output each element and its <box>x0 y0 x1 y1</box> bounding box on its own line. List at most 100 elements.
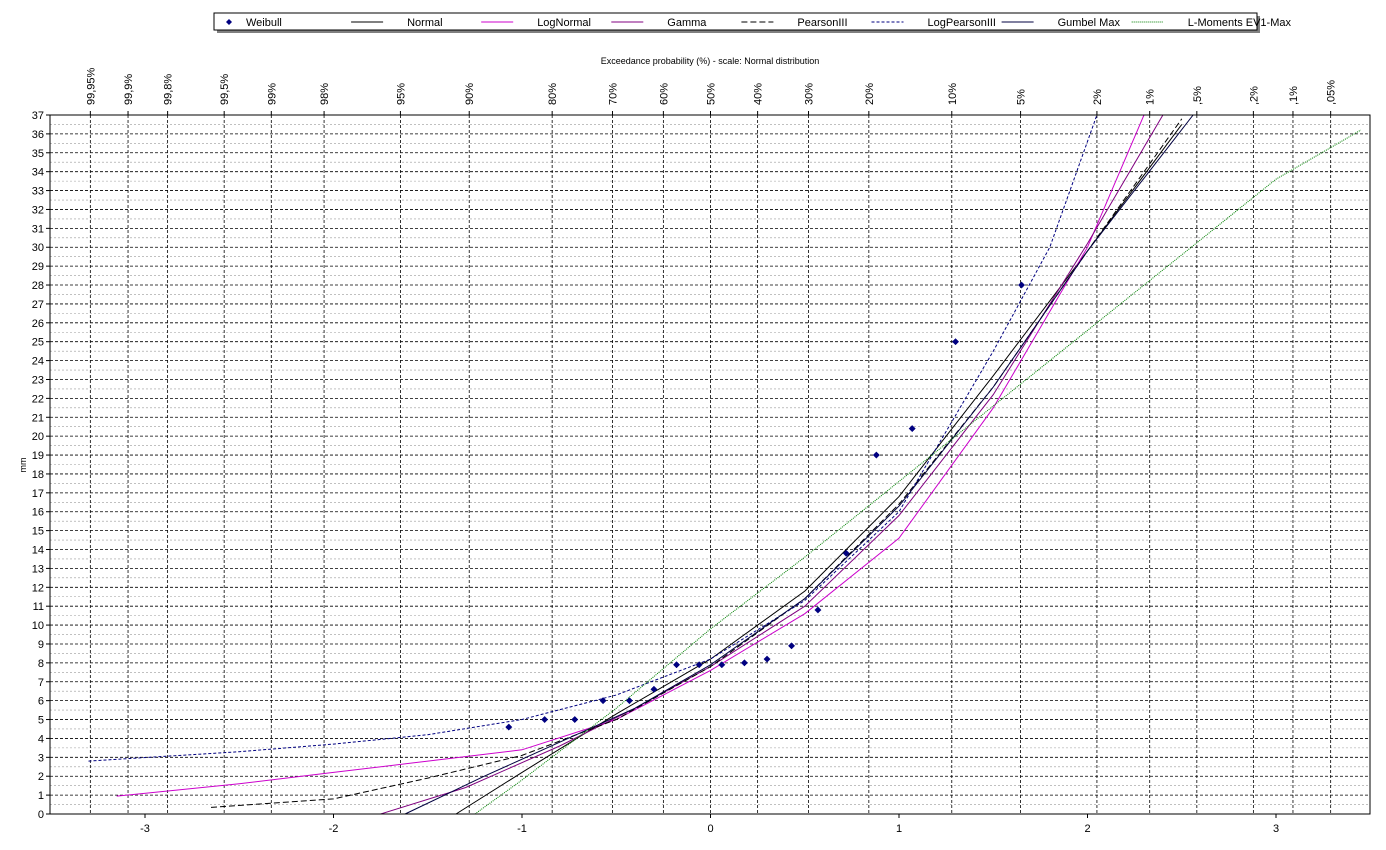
y-tick-label: 4 <box>38 733 44 745</box>
data-point <box>599 697 607 705</box>
probability-tick-label: 70% <box>607 83 619 105</box>
probability-tick-label: 95% <box>395 83 407 105</box>
data-point <box>788 642 796 650</box>
probability-tick-label: 99,95% <box>85 67 97 105</box>
data-point <box>1017 281 1026 289</box>
series-line <box>404 114 1194 815</box>
data-point <box>718 661 726 669</box>
data-point <box>673 661 681 669</box>
y-tick-label: 10 <box>32 620 44 632</box>
probability-tick-label: 80% <box>547 83 559 105</box>
series-points <box>505 281 1026 731</box>
x-tick-label: -2 <box>329 823 339 835</box>
probability-tick-label: 10% <box>947 83 959 105</box>
data-point <box>695 661 703 669</box>
y-tick-label: 15 <box>32 526 44 538</box>
y-axis: 0123456789101112131415161718192021222324… <box>32 110 50 821</box>
y-tick-label: 8 <box>38 658 44 670</box>
series-line <box>455 124 1183 815</box>
y-tick-label: 13 <box>32 563 44 575</box>
y-tick-label: 24 <box>32 356 44 368</box>
y-tick-label: 21 <box>32 412 44 424</box>
probability-tick-label: 50% <box>706 83 718 105</box>
y-tick-label: 34 <box>32 167 44 179</box>
probability-tick-label: 98% <box>319 83 331 105</box>
probability-tick-label: 1% <box>1145 89 1157 105</box>
legend-label: Normal <box>407 17 442 29</box>
y-tick-label: 37 <box>32 110 44 122</box>
y-tick-label: 33 <box>32 186 44 198</box>
data-point <box>842 549 850 557</box>
data-point <box>505 723 513 731</box>
x-tick-label: -1 <box>517 823 527 835</box>
data-point <box>908 425 916 433</box>
y-tick-label: 12 <box>32 582 44 594</box>
y-tick-label: 26 <box>32 318 44 330</box>
probability-tick-label: 2% <box>1092 89 1104 105</box>
y-axis-title: mm <box>18 458 28 473</box>
data-point <box>571 715 579 724</box>
legend-label: Weibull <box>246 17 282 29</box>
y-tick-label: 36 <box>32 129 44 141</box>
x-tick-label: 1 <box>896 823 902 835</box>
data-point <box>763 655 771 663</box>
legend-label: Gumbel Max <box>1058 17 1121 29</box>
y-tick-label: 5 <box>38 715 44 727</box>
series-lines <box>88 114 1362 815</box>
x-tick-label: -3 <box>140 823 150 835</box>
data-point <box>814 606 822 614</box>
probability-tick-label: 99,5% <box>219 74 231 105</box>
legend: Weibull Normal LogNormal Gamma PearsonIII Log… <box>213 12 1292 33</box>
y-tick-label: 3 <box>38 752 44 764</box>
probability-tick-label: ,2% <box>1248 86 1260 105</box>
y-tick-label: 29 <box>32 261 44 273</box>
data-point <box>740 659 748 667</box>
y-tick-label: 23 <box>32 374 44 386</box>
y-tick-label: 16 <box>32 507 44 519</box>
y-tick-label: 1 <box>38 790 44 802</box>
probability-tick-label: 99,8% <box>163 74 175 105</box>
chart-title: Exceedance probability (%) - scale: Norm… <box>601 56 820 66</box>
legend-label: Gamma <box>667 17 707 29</box>
y-tick-label: 7 <box>38 677 44 689</box>
y-tick-label: 19 <box>32 450 44 462</box>
series-line <box>210 118 1183 808</box>
probability-tick-label: ,1% <box>1288 86 1300 105</box>
grid <box>50 115 1370 814</box>
x-tick-label: 0 <box>707 823 713 835</box>
y-tick-label: 22 <box>32 393 44 405</box>
probability-tick-label: 5% <box>1016 89 1028 105</box>
y-tick-label: 35 <box>32 148 44 160</box>
probability-tick-label: 40% <box>753 83 765 105</box>
data-point <box>951 338 960 346</box>
legend-label: PearsonIII <box>797 17 847 29</box>
legend-label: LogNormal <box>537 17 591 29</box>
legend-marker <box>226 19 232 25</box>
x-axis: -3 -2 -1 0 1 2 3 <box>140 814 1279 835</box>
y-tick-label: 20 <box>32 431 44 443</box>
plot-frame <box>49 114 1371 815</box>
series-line <box>116 114 1145 797</box>
x-tick-label: 2 <box>1084 823 1090 835</box>
y-tick-label: 11 <box>33 601 44 613</box>
probability-tick-label: 60% <box>658 83 670 105</box>
probability-tick-label: ,5% <box>1192 86 1204 105</box>
y-tick-label: 9 <box>38 639 44 651</box>
y-tick-label: 2 <box>38 771 44 783</box>
x-tick-label: 3 <box>1273 823 1279 835</box>
probability-tick-label: 90% <box>464 83 476 105</box>
data-point <box>650 685 658 693</box>
data-point <box>625 697 633 705</box>
y-tick-label: 25 <box>32 337 44 349</box>
probability-tick-label: ,05% <box>1326 80 1338 105</box>
series-line <box>88 114 1098 762</box>
y-tick-label: 28 <box>32 280 44 292</box>
y-tick-label: 18 <box>32 469 44 481</box>
probability-tick-label: 30% <box>804 83 816 105</box>
y-tick-label: 27 <box>32 299 44 311</box>
y-tick-label: 0 <box>38 809 44 821</box>
probability-tick-label: 99,9% <box>123 74 135 105</box>
data-point <box>541 715 549 724</box>
probability-tick-label: 99% <box>266 83 278 105</box>
